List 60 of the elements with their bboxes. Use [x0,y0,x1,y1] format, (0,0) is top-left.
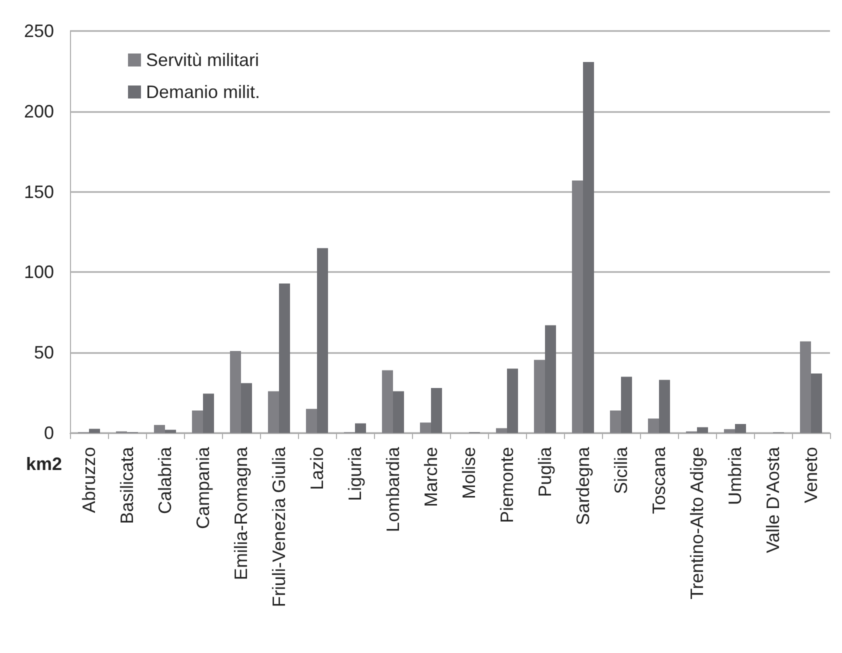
bar [203,394,214,433]
x-tick-label: Calabria [155,446,175,514]
y-tick-label: 0 [44,423,54,443]
bar [610,410,621,433]
bar [420,422,431,433]
y-tick-label: 50 [34,342,54,363]
bar [241,383,252,433]
bar [89,428,100,433]
x-tick-label: Piemonte [497,447,517,524]
x-tick-label: Emilia-Romagna [231,446,251,580]
bar [811,374,822,433]
bar [431,388,442,433]
x-tick-label: Valle D'Aosta [763,446,783,554]
x-tick-label: Sicilia [611,446,631,494]
bar [659,380,670,433]
x-tick-label: Abruzzo [79,447,99,514]
x-tick-label: Sardegna [573,446,593,526]
x-tick-label: Trentino-Alto Adige [687,447,707,600]
y-tick-label: 250 [24,21,54,41]
bar [697,427,708,433]
x-tick-label: Basilicata [117,446,137,524]
bar [393,391,404,433]
x-tick-label: Umbria [725,446,745,506]
bar [192,410,203,433]
bar [496,428,507,433]
x-tick-label: Puglia [535,446,555,498]
x-tick-label: Friuli-Venezia Giulia [269,446,289,608]
bar [621,376,632,433]
x-tick-label: Lazio [307,447,327,490]
x-tick-label: Marche [421,447,441,508]
bar [648,418,659,433]
x-tick-label: Molise [459,447,479,500]
bar [306,408,317,433]
legend-label: Demanio milit. [146,82,260,102]
x-tick-label: Veneto [801,447,821,504]
x-tick-label: Liguria [345,446,365,502]
bar [800,341,811,433]
x-tick-label: Toscana [649,446,669,514]
legend-label: Servitù militari [146,50,260,70]
bar [545,325,556,433]
bar [165,430,176,433]
bar [268,391,279,433]
bar [507,368,518,433]
bar [724,429,735,433]
y-tick-label: 100 [24,262,54,282]
bar [534,360,545,433]
x-tick-label: Lombardia [383,446,403,532]
y-tick-label: 200 [24,101,54,122]
bar [583,62,594,433]
x-tick-label: Campania [193,446,213,530]
bar [279,283,290,433]
y-axis-title: km2 [26,454,62,474]
bar [154,424,165,433]
bar [572,180,583,433]
bar [355,423,366,433]
bar [382,370,393,433]
y-tick-label: 150 [24,182,54,202]
bar [230,350,241,433]
bar [317,248,328,433]
bar [735,424,746,433]
